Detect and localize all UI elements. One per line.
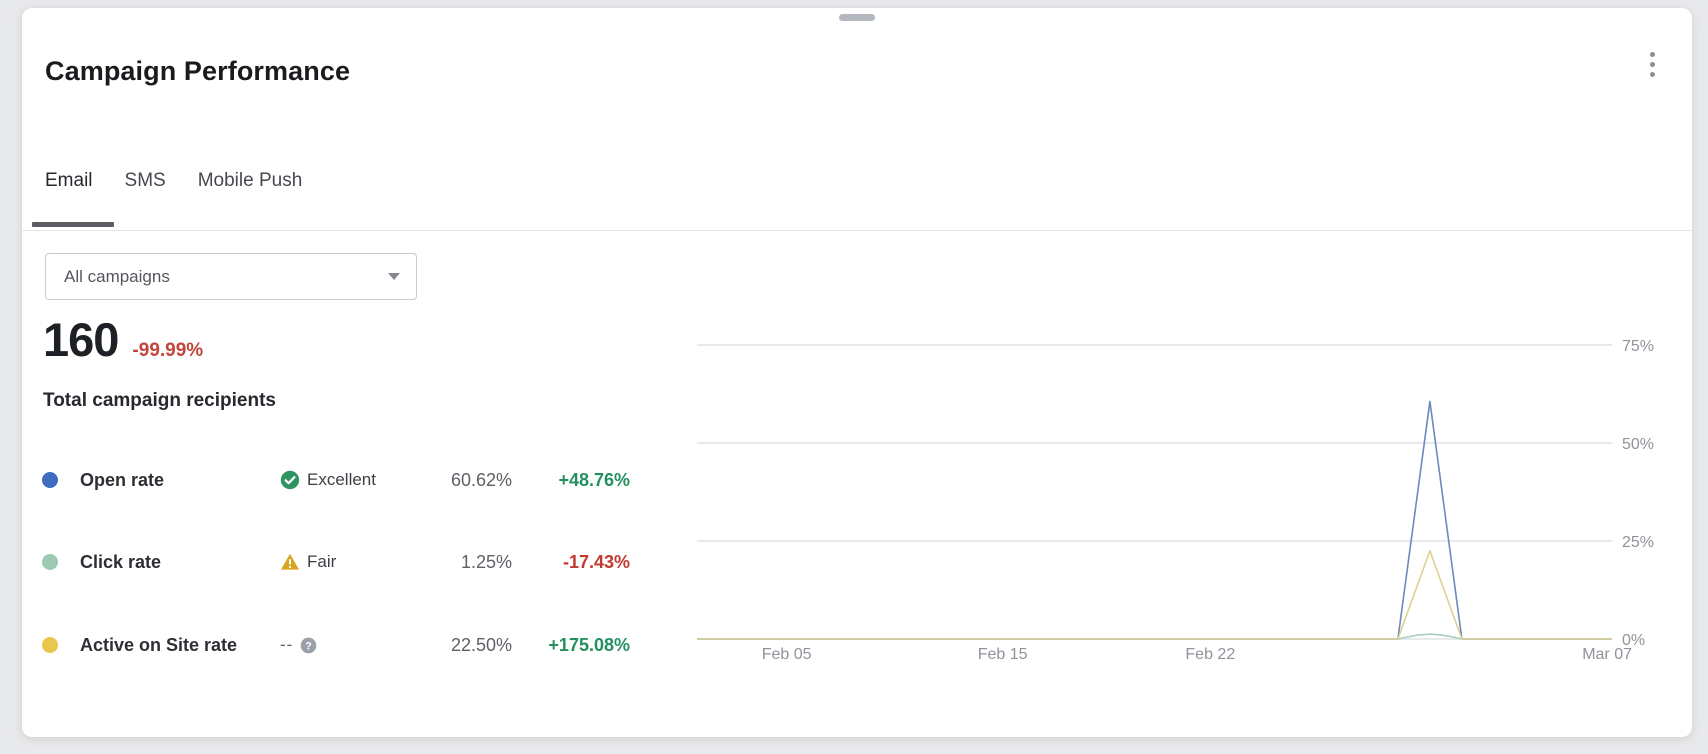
- metric-delta: -17.43%: [562, 551, 630, 572]
- metric-delta: +48.76%: [558, 469, 630, 490]
- chart-canvas[interactable]: 0% 25% 50% 75% Feb 05 Feb 15 Feb 22 Mar 07: [660, 295, 1675, 670]
- recipients-delta: -99.99%: [132, 340, 204, 361]
- campaign-filter-value: All campaigns: [64, 266, 170, 286]
- page-title: Campaign Performance: [45, 56, 351, 86]
- kebab-dot: [1649, 71, 1655, 77]
- kebab-dot: [1649, 61, 1655, 67]
- metric-row-active-on-site-rate: Active on Site rate -- ? 22.50% +175.08%: [42, 627, 630, 663]
- help-circle-icon[interactable]: ?: [300, 637, 317, 654]
- metric-label: Active on Site rate: [80, 634, 238, 655]
- legend-dot-active-on-site: [42, 637, 58, 653]
- campaign-filter-select[interactable]: All campaigns: [45, 253, 417, 300]
- header-divider: [22, 230, 1692, 231]
- chevron-down-icon: [388, 273, 400, 280]
- recipients-label: Total campaign recipients: [43, 390, 276, 411]
- svg-text:75%: 75%: [1622, 338, 1654, 355]
- svg-text:Feb 22: Feb 22: [1185, 646, 1235, 663]
- metric-value: 1.25%: [460, 551, 512, 572]
- active-tab-underline: [32, 222, 114, 227]
- svg-text:25%: 25%: [1622, 534, 1654, 551]
- check-circle-icon: [280, 470, 300, 490]
- svg-text:Feb 05: Feb 05: [762, 646, 812, 663]
- metric-value: 22.50%: [450, 634, 512, 655]
- no-benchmark-dashes: --: [280, 635, 294, 654]
- svg-text:Mar 07: Mar 07: [1582, 646, 1632, 663]
- kebab-menu-button[interactable]: [1642, 46, 1662, 82]
- svg-text:Feb 15: Feb 15: [978, 646, 1028, 663]
- kebab-dot: [1649, 51, 1655, 57]
- metric-row-open-rate: Open rate Excellent 60.62% +48.76%: [42, 462, 630, 498]
- svg-text:?: ?: [306, 640, 312, 652]
- benchmark-label: Fair: [307, 552, 337, 571]
- recipients-count: 160: [43, 313, 119, 366]
- metric-value: 60.62%: [450, 469, 512, 490]
- metric-row-click-rate: Click rate Fair 1.25% -17.43%: [42, 544, 630, 580]
- tab-mobile-push[interactable]: Mobile Push: [197, 170, 303, 191]
- metric-delta: +175.08%: [548, 634, 630, 655]
- drag-handle[interactable]: [839, 14, 875, 21]
- recipients-summary: 160 -99.99%: [43, 314, 203, 366]
- legend-dot-click-rate: [42, 554, 58, 570]
- metric-label: Open rate: [80, 469, 165, 490]
- metric-label: Click rate: [80, 551, 162, 572]
- warning-triangle-icon: [281, 553, 299, 570]
- campaign-performance-card: Campaign Performance Email SMS Mobile Pu…: [22, 8, 1692, 737]
- channel-tabs: Email SMS Mobile Push: [31, 166, 320, 196]
- svg-text:50%: 50%: [1622, 436, 1654, 453]
- benchmark-label: Excellent: [307, 470, 376, 489]
- tab-email[interactable]: Email: [45, 170, 93, 191]
- tab-sms[interactable]: SMS: [124, 170, 166, 191]
- legend-dot-open-rate: [42, 472, 58, 488]
- svg-text:0%: 0%: [1622, 632, 1645, 649]
